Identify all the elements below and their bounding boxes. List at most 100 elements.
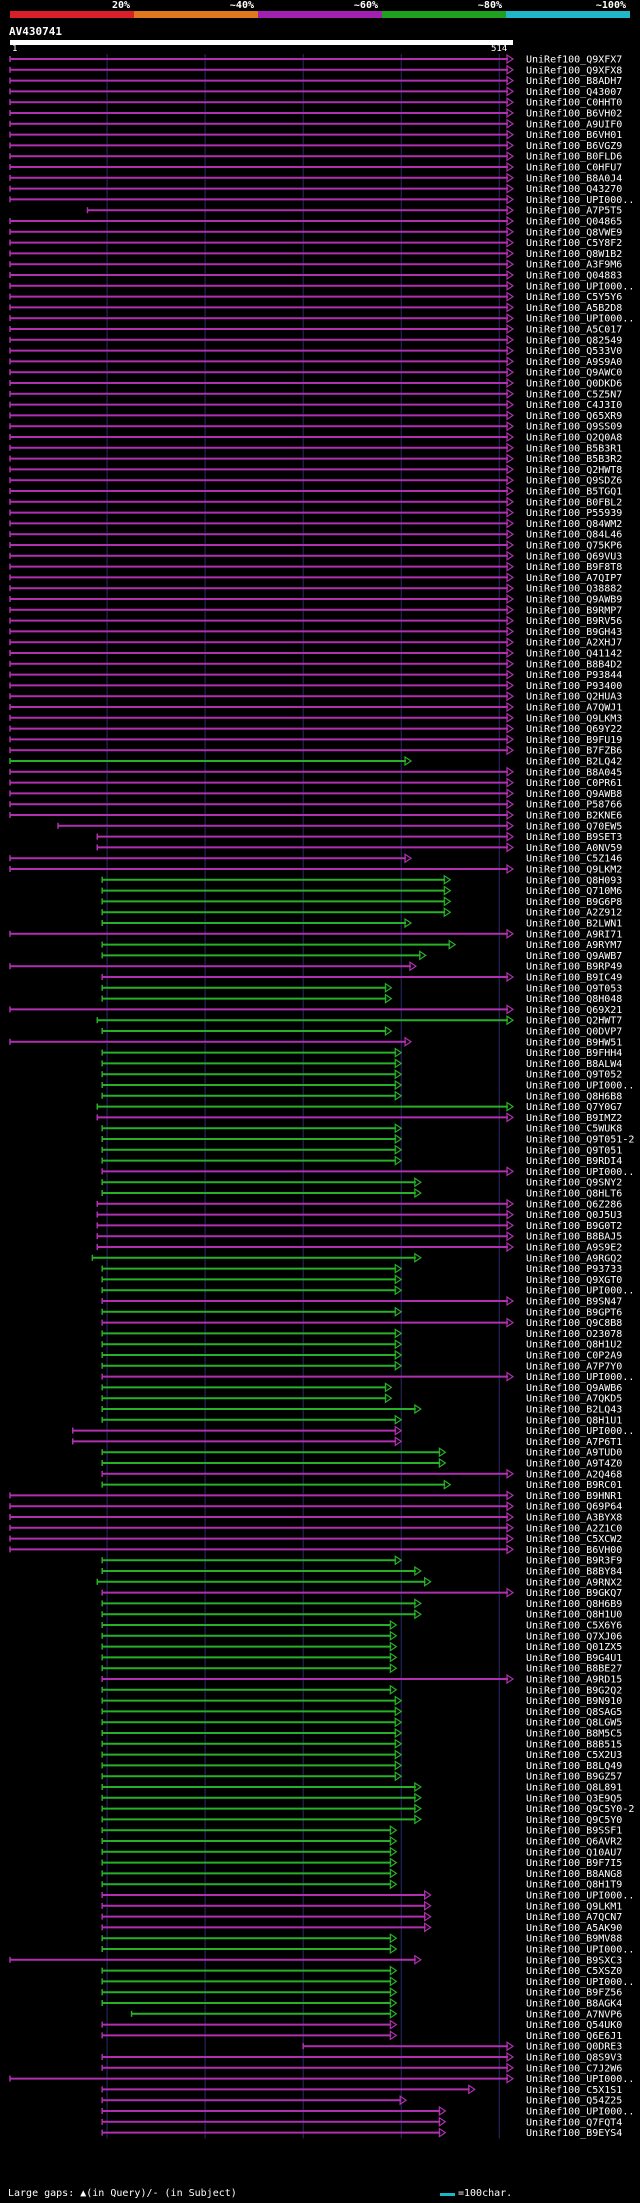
hit-row[interactable]: UniRef100_Q2HWT8 — [9, 464, 622, 476]
hit-label[interactable]: UniRef100_Q0J5U3 — [526, 1210, 622, 1221]
hit-row[interactable]: UniRef100_B6VH02 — [9, 107, 622, 120]
hit-label[interactable]: UniRef100_Q8SAG5 — [526, 1707, 622, 1718]
hit-row[interactable]: UniRef100_UPI000.. — [101, 1889, 634, 1902]
hit-row[interactable]: UniRef100_C5X2U3 — [101, 1749, 622, 1761]
hit-row[interactable]: UniRef100_UPI000.. — [101, 1166, 634, 1178]
hit-label[interactable]: UniRef100_A3F9M6 — [526, 260, 622, 271]
hit-label[interactable]: UniRef100_B9FHH4 — [526, 1048, 622, 1059]
hit-row[interactable]: UniRef100_C5Y8F2 — [9, 237, 622, 249]
hit-row[interactable]: UniRef100_B9RC01 — [101, 1479, 622, 1491]
hit-label[interactable]: UniRef100_A2Q468 — [526, 1469, 622, 1480]
hit-row[interactable]: UniRef100_B8BY84 — [101, 1565, 622, 1578]
hit-label[interactable]: UniRef100_Q9AWB6 — [526, 1383, 622, 1394]
hit-row[interactable]: UniRef100_A5B2D8 — [9, 302, 622, 314]
hit-label[interactable]: UniRef100_Q8H1U0 — [526, 1610, 622, 1621]
hit-label[interactable]: UniRef100_UPI000.. — [526, 1945, 634, 1956]
hit-row[interactable]: UniRef100_B8ALW4 — [101, 1058, 622, 1070]
hit-row[interactable]: UniRef100_Q9T051 — [101, 1144, 622, 1156]
hit-label[interactable]: UniRef100_Q9LKM2 — [526, 865, 622, 876]
hit-row[interactable]: UniRef100_B9SET3 — [96, 831, 622, 843]
hit-label[interactable]: UniRef100_UPI000.. — [526, 2074, 634, 2085]
hit-row[interactable]: UniRef100_Q9LKM1 — [101, 1900, 622, 1912]
hit-row[interactable]: UniRef100_P93844 — [9, 669, 622, 681]
hit-row[interactable]: UniRef100_Q9AWB6 — [101, 1382, 622, 1394]
hit-row[interactable]: UniRef100_Q8H1U0 — [101, 1609, 622, 1621]
hit-label[interactable]: UniRef100_Q9T053 — [526, 983, 622, 994]
hit-row[interactable]: UniRef100_B8A045 — [9, 766, 622, 778]
hit-row[interactable]: UniRef100_UPI000.. — [101, 1943, 634, 1956]
hit-row[interactable]: UniRef100_B9GZ57 — [101, 1771, 622, 1783]
hit-label[interactable]: UniRef100_A9RNX2 — [526, 1577, 622, 1588]
hit-label[interactable]: UniRef100_Q2HWT8 — [526, 465, 622, 476]
hit-row[interactable]: UniRef100_B9FU19 — [9, 734, 622, 746]
hit-row[interactable]: UniRef100_B9RP49 — [9, 961, 622, 973]
hit-row[interactable]: UniRef100_B2LQ42 — [9, 755, 622, 768]
hit-label[interactable]: UniRef100_A7QCN7 — [526, 1912, 622, 1923]
hit-label[interactable]: UniRef100_B8LQ49 — [526, 1761, 622, 1772]
hit-label[interactable]: UniRef100_Q0DVP7 — [526, 1027, 622, 1038]
hit-row[interactable]: UniRef100_C5Z5N7 — [9, 388, 622, 400]
hit-label[interactable]: UniRef100_A7QIP7 — [526, 573, 622, 584]
hit-row[interactable]: UniRef100_A7QWJ1 — [9, 701, 622, 714]
hit-row[interactable]: UniRef100_C0P2A9 — [101, 1349, 622, 1362]
hit-label[interactable]: UniRef100_Q38882 — [526, 584, 622, 595]
hit-label[interactable]: UniRef100_B8A045 — [526, 767, 622, 778]
hit-label[interactable]: UniRef100_C5Z146 — [526, 854, 622, 865]
hit-label[interactable]: UniRef100_Q04883 — [526, 271, 622, 282]
hit-row[interactable]: UniRef100_B9EYS4 — [101, 2127, 622, 2139]
hit-label[interactable]: UniRef100_Q6Z286 — [526, 1199, 622, 1210]
hit-label[interactable]: UniRef100_Q9SDZ6 — [526, 476, 622, 487]
hit-label[interactable]: UniRef100_Q69X21 — [526, 1005, 622, 1016]
hit-label[interactable]: UniRef100_P55939 — [526, 508, 622, 519]
hit-label[interactable]: UniRef100_Q8HLT6 — [526, 1189, 622, 1200]
hit-row[interactable]: UniRef100_Q41142 — [9, 647, 622, 660]
hit-row[interactable]: UniRef100_C5X1S1 — [101, 2084, 622, 2096]
hit-row[interactable]: UniRef100_UPI000.. — [9, 280, 634, 292]
hit-row[interactable]: UniRef100_Q7Y0G7 — [96, 1101, 622, 1113]
hit-row[interactable]: UniRef100_A7P7Y0 — [101, 1360, 622, 1372]
hit-label[interactable]: UniRef100_B8BAJ5 — [526, 1232, 622, 1243]
hit-label[interactable]: UniRef100_B5B3R1 — [526, 443, 622, 454]
hit-label[interactable]: UniRef100_C5Y5Y6 — [526, 292, 622, 303]
hit-label[interactable]: UniRef100_UPI000.. — [526, 1977, 634, 1988]
hit-label[interactable]: UniRef100_C5Y8F2 — [526, 238, 622, 249]
hit-label[interactable]: UniRef100_UPI000.. — [526, 281, 634, 292]
hit-label[interactable]: UniRef100_Q0DKD6 — [526, 379, 622, 390]
hit-label[interactable]: UniRef100_Q69P64 — [526, 1502, 622, 1513]
hit-row[interactable]: UniRef100_Q8H1U2 — [101, 1339, 622, 1351]
hit-label[interactable]: UniRef100_Q9AWB9 — [526, 595, 622, 606]
hit-row[interactable]: UniRef100_P93733 — [101, 1263, 622, 1275]
hit-label[interactable]: UniRef100_C0PR61 — [526, 778, 622, 789]
hit-row[interactable]: UniRef100_B9G0T2 — [96, 1220, 622, 1232]
hit-label[interactable]: UniRef100_B9MV88 — [526, 1934, 622, 1945]
hit-row[interactable]: UniRef100_Q9AWB7 — [101, 950, 622, 962]
hit-label[interactable]: UniRef100_B9EYS4 — [526, 2128, 622, 2139]
hit-label[interactable]: UniRef100_A9RYM7 — [526, 940, 622, 951]
hit-label[interactable]: UniRef100_B8B4D2 — [526, 659, 622, 670]
hit-label[interactable]: UniRef100_Q10AU7 — [526, 1847, 622, 1858]
hit-row[interactable]: UniRef100_Q7FQT4 — [101, 2116, 622, 2128]
hit-label[interactable]: UniRef100_A7QWJ1 — [526, 703, 622, 714]
hit-row[interactable]: UniRef100_Q8H6B8 — [101, 1090, 622, 1102]
hit-label[interactable]: UniRef100_B2LQ43 — [526, 1405, 622, 1416]
hit-row[interactable]: UniRef100_Q82549 — [9, 334, 622, 346]
hit-row[interactable]: UniRef100_A9RYM7 — [101, 939, 622, 951]
hit-row[interactable]: UniRef100_Q2Q0A8 — [9, 431, 622, 444]
hit-row[interactable]: UniRef100_Q9XFX7 — [9, 54, 622, 66]
hit-label[interactable]: UniRef100_A3BYX8 — [526, 1513, 622, 1524]
hit-row[interactable]: UniRef100_C5Z146 — [9, 853, 622, 865]
hit-row[interactable]: UniRef100_A2Z1C0 — [9, 1522, 622, 1534]
hit-row[interactable]: UniRef100_C0HFU7 — [9, 161, 622, 174]
hit-row[interactable]: UniRef100_UPI000.. — [101, 1976, 634, 1988]
hit-row[interactable]: UniRef100_Q9XFX8 — [9, 64, 622, 76]
hit-label[interactable]: UniRef100_B6VH02 — [526, 109, 622, 120]
hit-label[interactable]: UniRef100_B9G2Q2 — [526, 1685, 622, 1696]
hit-label[interactable]: UniRef100_Q2HWT7 — [526, 1016, 622, 1027]
hit-row[interactable]: UniRef100_Q6Z286 — [96, 1198, 622, 1210]
hit-row[interactable]: UniRef100_Q9T053 — [101, 982, 622, 994]
hit-row[interactable]: UniRef100_B8AGK4 — [101, 1997, 622, 2010]
hit-row[interactable]: UniRef100_UPI000.. — [72, 1425, 635, 1437]
hit-label[interactable]: UniRef100_C5XCW2 — [526, 1534, 622, 1545]
hit-row[interactable]: UniRef100_A7P6T1 — [72, 1436, 623, 1448]
hit-label[interactable]: UniRef100_UPI000.. — [526, 314, 634, 325]
